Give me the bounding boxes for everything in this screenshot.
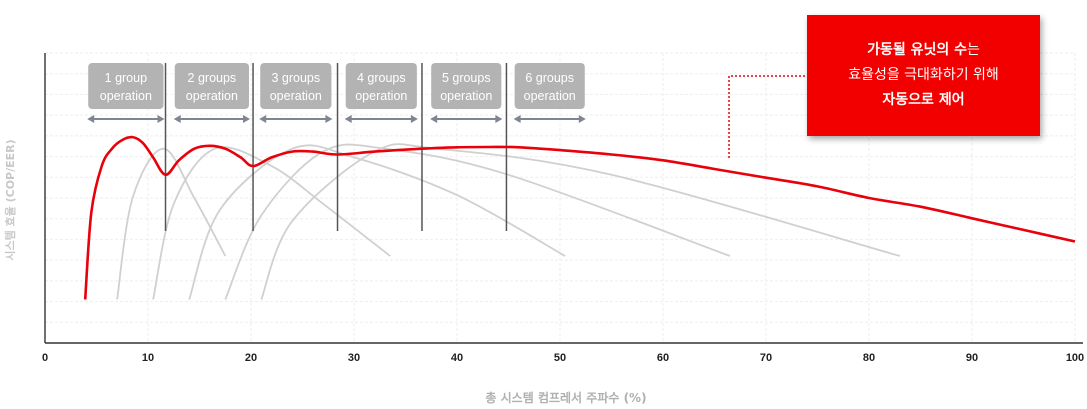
group-label-box bbox=[260, 63, 332, 109]
y-axis-label: 시스템 효율 (COP/EER) bbox=[4, 139, 17, 261]
group-label-box bbox=[345, 63, 417, 109]
group-label-line2: operation bbox=[440, 89, 492, 103]
group-arrow-right-head bbox=[410, 115, 418, 123]
group-arrow-left-head bbox=[87, 115, 95, 123]
x-tick-label: 60 bbox=[657, 352, 669, 364]
x-tick-label: 30 bbox=[348, 352, 360, 364]
group-label-box bbox=[431, 63, 502, 109]
group-arrow-right-head bbox=[243, 115, 250, 123]
x-tick-label: 20 bbox=[245, 352, 257, 364]
group-label-line1: 5 groups bbox=[442, 71, 491, 85]
unit-curve bbox=[116, 147, 227, 300]
x-tick-labels: 0 10 20 30 40 50 60 70 80 90 100 bbox=[42, 352, 1084, 364]
callout-line2: 효율성을 극대화하기 위해 bbox=[848, 67, 999, 83]
group-arrow-left-head bbox=[513, 115, 521, 123]
callout-line1-rest: 는 bbox=[967, 42, 980, 58]
x-tick-label: 10 bbox=[142, 352, 154, 364]
group-arrow-left-head bbox=[259, 115, 267, 123]
unit-curve bbox=[188, 144, 566, 300]
group-label-box bbox=[88, 63, 164, 109]
group-label-box bbox=[514, 63, 585, 109]
group-label-line1: 3 groups bbox=[271, 71, 320, 85]
main-efficiency-line bbox=[83, 135, 1076, 300]
x-axis-label: 총 시스템 컴프레서 주파수 (%) bbox=[485, 391, 647, 405]
x-tick-label: 80 bbox=[863, 352, 875, 364]
group-label-line2: operation bbox=[270, 89, 322, 103]
unit-curve bbox=[152, 146, 391, 300]
x-tick-label: 0 bbox=[42, 352, 48, 364]
group-label-line1: 4 groups bbox=[357, 71, 406, 85]
unit-curves bbox=[116, 143, 901, 300]
x-tick-label: 70 bbox=[760, 352, 772, 364]
group-arrow-left-head bbox=[344, 115, 352, 123]
group-label-line2: operation bbox=[186, 89, 238, 103]
callout-leader-line bbox=[728, 75, 807, 158]
chart-axes bbox=[44, 53, 1083, 344]
group-label-line2: operation bbox=[100, 89, 152, 103]
group-label-line1: 2 groups bbox=[188, 71, 237, 85]
group-arrow-left-head bbox=[430, 115, 438, 123]
x-tick-label: 40 bbox=[451, 352, 463, 364]
group-labels: 1 group operation 2 groups operation 3 group… bbox=[87, 63, 586, 123]
group-arrow-right-head bbox=[325, 115, 333, 123]
unit-curve bbox=[260, 143, 901, 300]
callout-box: 가동될 유닛의 수는 효율성을 극대화하기 위해 자동으로 제어 bbox=[807, 15, 1040, 136]
callout-line3: 자동으로 제어 bbox=[882, 92, 965, 108]
callout-leader bbox=[728, 75, 807, 158]
chart-grid bbox=[45, 52, 1076, 344]
x-tick-label: 100 bbox=[1066, 352, 1084, 364]
group-arrow-right-head bbox=[578, 115, 586, 123]
group-label-line2: operation bbox=[355, 89, 407, 103]
group-label-box bbox=[174, 63, 249, 109]
unit-curve bbox=[224, 143, 731, 300]
callout-line1-bold: 가동될 유닛의 수 bbox=[867, 42, 968, 58]
x-tick-label: 90 bbox=[966, 352, 978, 364]
group-arrow-right-head bbox=[157, 115, 165, 123]
group-arrow-left-head bbox=[173, 115, 181, 123]
group-arrow-right-head bbox=[495, 115, 503, 123]
group-label-line1: 6 groups bbox=[525, 71, 574, 85]
x-tick-label: 50 bbox=[554, 352, 566, 364]
group-label-line1: 1 group bbox=[105, 71, 147, 85]
group-label-line2: operation bbox=[524, 89, 576, 103]
system-efficiency-curve bbox=[83, 135, 1076, 300]
group-boundaries bbox=[164, 63, 508, 231]
